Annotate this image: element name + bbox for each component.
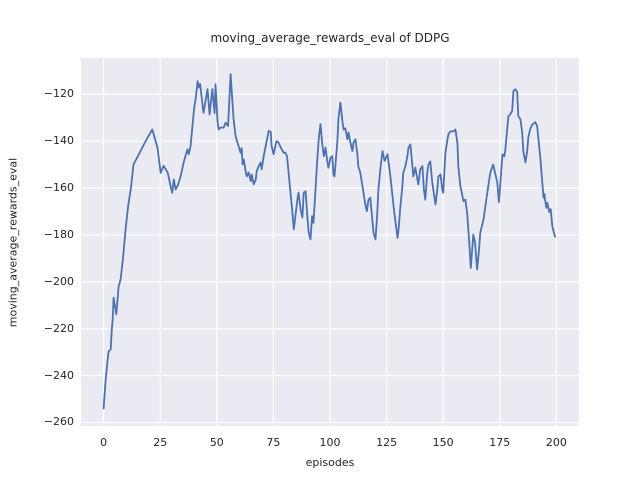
x-tick-label: 75 — [266, 436, 281, 449]
x-tick-label: 125 — [376, 436, 398, 449]
y-tick-label: −120 — [43, 87, 74, 101]
y-axis-label: moving_average_rewards_eval — [6, 157, 20, 328]
x-tick-label: 50 — [209, 436, 224, 449]
x-tick-label: 175 — [489, 436, 511, 449]
y-tick-label: −200 — [43, 274, 74, 288]
x-tick-label: 100 — [319, 436, 341, 449]
y-tick-label: −260 — [43, 415, 74, 429]
x-axis-label: episodes — [305, 456, 355, 469]
y-tick-label: −140 — [43, 134, 74, 148]
x-tick-label: 25 — [153, 436, 168, 449]
y-tick-label: −180 — [43, 227, 74, 241]
x-tick-label: 200 — [545, 436, 567, 449]
y-tick-label: −220 — [43, 321, 74, 335]
x-tick-label: 0 — [100, 436, 108, 449]
plot-canvas — [81, 58, 579, 426]
y-tick-label: −240 — [43, 368, 74, 382]
plot-area — [81, 58, 579, 426]
gridlines — [81, 58, 579, 426]
chart-title: moving_average_rewards_eval of DDPG — [210, 31, 450, 45]
reward-line-series — [102, 73, 556, 410]
x-tick-label: 150 — [432, 436, 454, 449]
y-tick-label: −160 — [43, 181, 74, 195]
